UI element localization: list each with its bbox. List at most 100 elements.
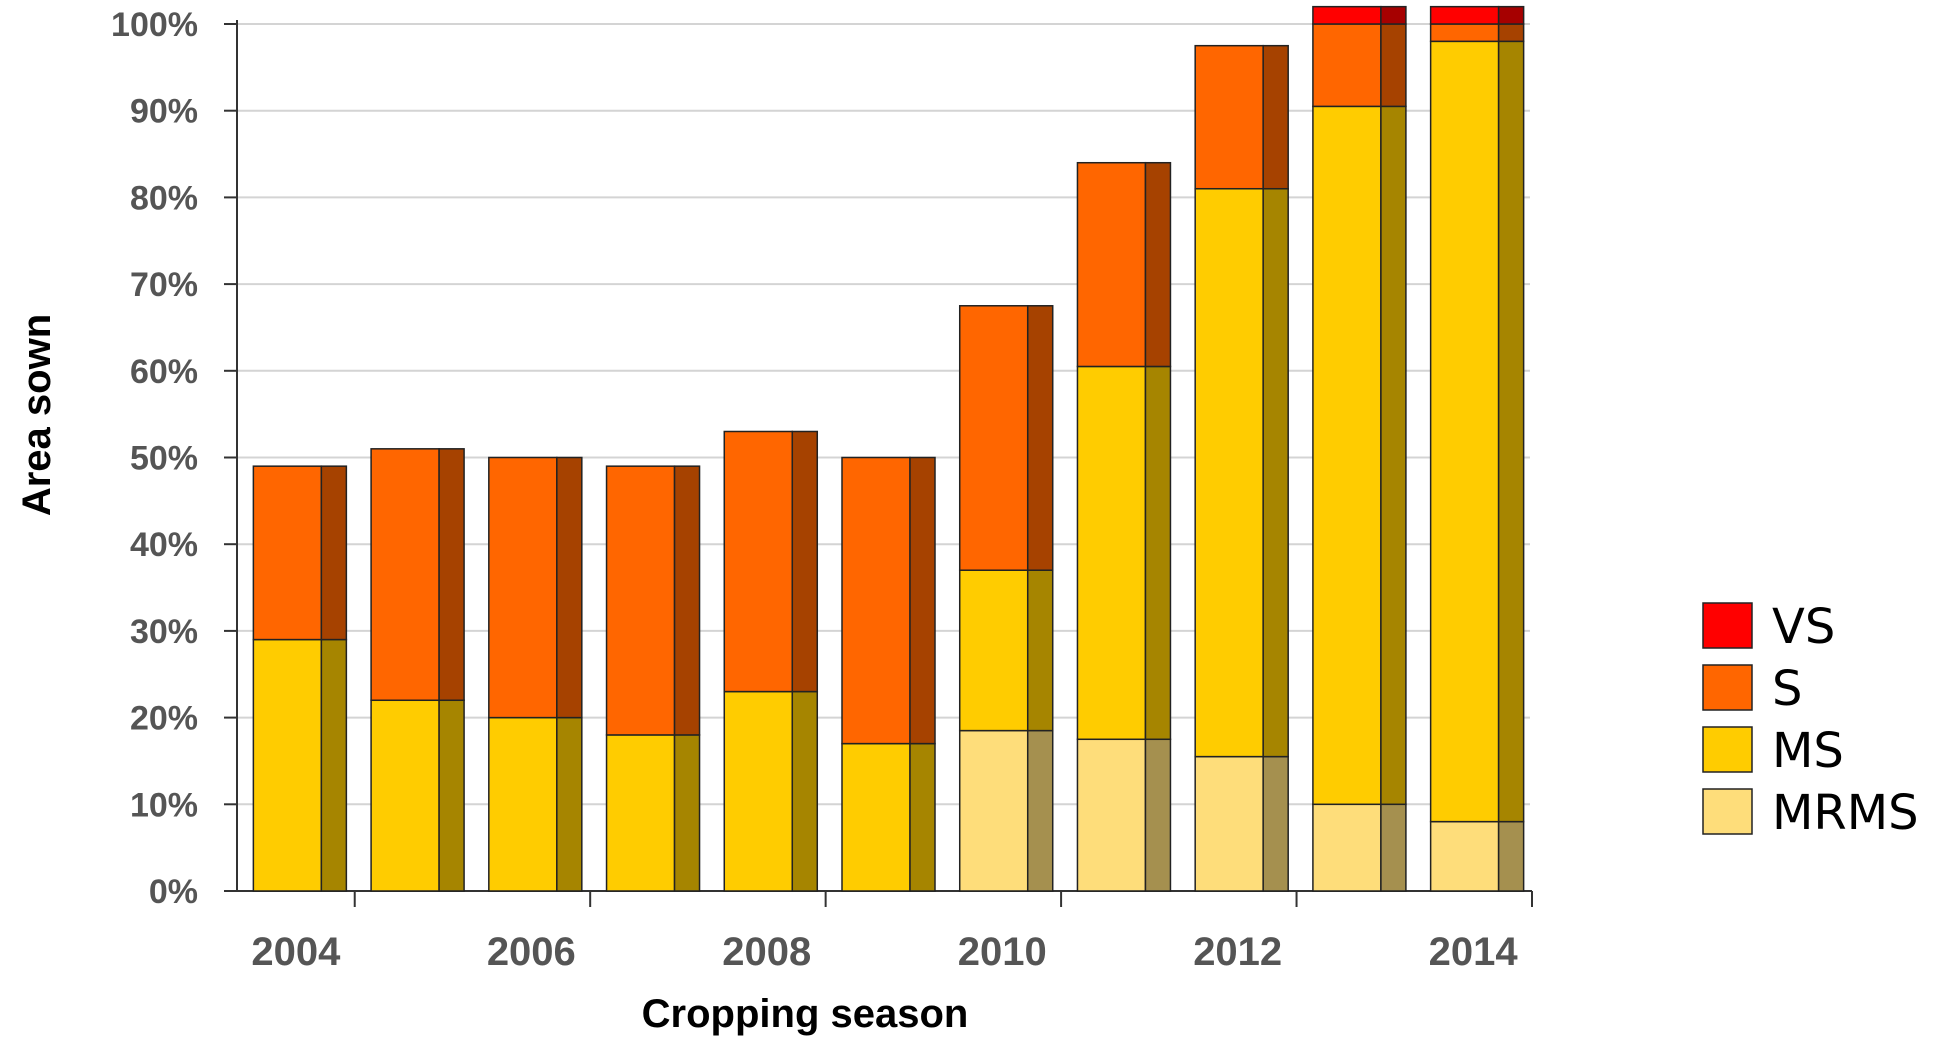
x-tick-label: 2010	[958, 930, 1047, 974]
bar-stack-2010	[958, 305, 1054, 892]
bar-mrms-2012	[1194, 755, 1289, 892]
bar-side	[909, 742, 936, 892]
bar-s-2004	[252, 465, 348, 641]
bar-front	[1312, 23, 1382, 108]
legend-item-mrms: MRMS	[1702, 785, 1919, 841]
bar-front	[1312, 105, 1382, 806]
bar-s-2009	[841, 456, 936, 745]
bar-ms-2009	[841, 742, 936, 892]
bar-front	[841, 456, 911, 745]
bar-front	[1194, 44, 1264, 190]
bar-side	[791, 430, 819, 693]
bar-side	[320, 638, 348, 892]
bar-front	[370, 699, 440, 892]
bar-side	[1144, 161, 1172, 368]
legend: VS S MS MRMS	[1702, 599, 1919, 841]
bar-side	[1380, 23, 1407, 108]
bar-s-2005	[370, 448, 465, 702]
bar-ms-2006	[488, 716, 583, 892]
bar-front	[252, 638, 323, 892]
bar-mrms-2011	[1076, 738, 1172, 892]
bar-front	[488, 716, 558, 892]
bar-stack-2011	[1076, 161, 1172, 892]
y-tick-label: 50%	[130, 440, 198, 478]
bar-front	[1429, 820, 1500, 892]
bar-stack-2004	[252, 465, 348, 892]
bar-stack-2005	[370, 448, 465, 892]
bar-side	[1026, 729, 1054, 892]
bar-vs-2014	[1429, 5, 1525, 25]
bar-front	[488, 456, 558, 719]
x-tick-label: 2012	[1193, 930, 1282, 974]
bar-side	[909, 456, 936, 745]
legend-item-vs: VS	[1702, 599, 1835, 655]
bar-front	[1429, 5, 1500, 25]
bar-ms-2011	[1076, 365, 1172, 741]
y-tick-label: 80%	[130, 179, 198, 217]
bar-side	[1262, 187, 1289, 758]
legend-item-s: S	[1702, 661, 1802, 717]
bar-stack-2006	[488, 456, 583, 892]
bar-side	[1026, 569, 1054, 732]
x-tick-label: 2008	[722, 930, 811, 974]
bar-side	[1497, 23, 1525, 43]
bar-ms-2007	[605, 734, 701, 892]
bar-mrms-2013	[1312, 803, 1407, 892]
bar-ms-2013	[1312, 105, 1407, 806]
bar-front	[1194, 187, 1264, 758]
bar-front	[370, 448, 440, 702]
tick-labels: 0% 10% 20% 30% 40% 50% 60% 70% 80% 90% 100% 2004 200…	[111, 6, 1518, 974]
bar-side	[1262, 44, 1289, 190]
y-tick-label: 10%	[130, 786, 198, 824]
bar-side	[1144, 738, 1172, 892]
bar-side	[1380, 5, 1407, 25]
bar-front	[723, 430, 794, 693]
bar-ms-2005	[370, 699, 465, 892]
y-tick-label: 30%	[130, 613, 198, 651]
bar-ms-2008	[723, 690, 819, 892]
y-tick-label: 60%	[130, 353, 198, 391]
bar-s-2006	[488, 456, 583, 719]
x-tick-label: 2014	[1429, 930, 1519, 974]
bar-front	[958, 569, 1029, 732]
bar-side	[438, 448, 465, 702]
y-tick-label: 40%	[130, 526, 198, 564]
bar-front	[1312, 803, 1382, 892]
y-tick-label: 100%	[111, 6, 198, 44]
bar-s-2013	[1312, 23, 1407, 108]
bar-front	[1076, 738, 1147, 892]
bar-front	[252, 465, 323, 641]
y-tick-label: 0%	[149, 873, 198, 911]
bar-side	[1497, 5, 1525, 25]
bar-side	[791, 690, 819, 892]
bar-side	[1380, 803, 1407, 892]
legend-label: VS	[1772, 599, 1835, 655]
bar-front	[605, 465, 676, 736]
bar-ms-2004	[252, 638, 348, 892]
bar-side	[556, 456, 583, 719]
bar-front	[723, 690, 794, 892]
legend-swatch	[1702, 788, 1753, 835]
legend-label: MS	[1772, 723, 1844, 779]
y-axis-title: Area sown	[15, 314, 59, 516]
bar-stack-2014	[1429, 5, 1525, 892]
bar-s-2007	[605, 465, 701, 736]
bar-s-2008	[723, 430, 819, 693]
bar-stack-2007	[605, 465, 701, 892]
x-axis-title: Cropping season	[642, 992, 969, 1036]
bar-stack-2009	[841, 456, 936, 892]
legend-swatch	[1702, 726, 1753, 773]
legend-item-ms: MS	[1702, 723, 1844, 779]
bar-ms-2014	[1429, 40, 1525, 823]
bar-front	[1194, 755, 1264, 892]
bar-front	[958, 729, 1029, 892]
bar-side	[1497, 820, 1525, 892]
bar-stack-2012	[1194, 44, 1289, 892]
bar-front	[1076, 161, 1147, 368]
bar-side	[1026, 305, 1054, 571]
bar-front	[841, 742, 911, 892]
legend-swatch	[1702, 664, 1753, 711]
legend-label: MRMS	[1772, 785, 1919, 841]
